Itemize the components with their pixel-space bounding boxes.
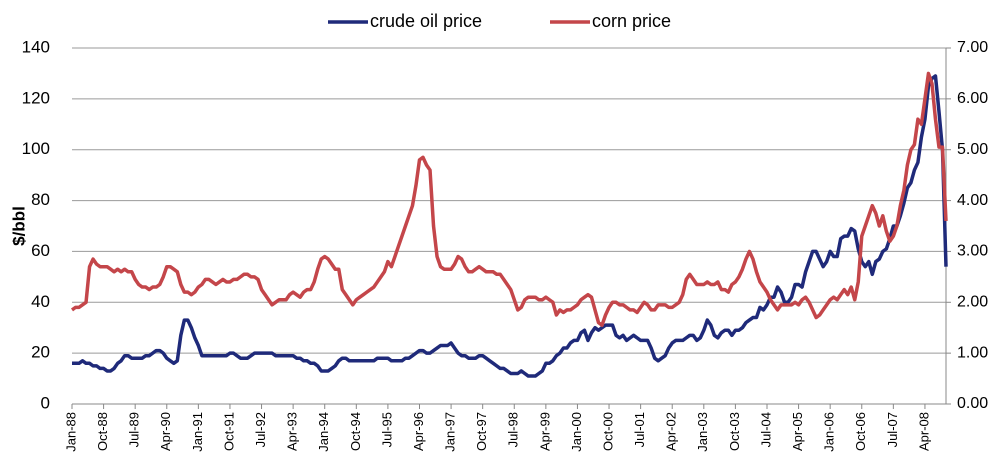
x-tick-label: Apr-02 (664, 412, 679, 451)
y2-tick-label: 5.00 (957, 141, 988, 158)
y-axis-label: $/bbl (9, 206, 28, 246)
x-tick-label: Oct-94 (348, 412, 363, 451)
x-tick-label: Oct-00 (600, 412, 615, 451)
y2-tick-label: 4.00 (957, 192, 988, 209)
x-tick-label: Apr-93 (285, 412, 300, 451)
x-tick-label: Oct-03 (727, 412, 742, 451)
y-tick-label: 140 (22, 37, 50, 56)
x-tick-label: Jul-95 (379, 412, 394, 447)
y-tick-label: 20 (31, 343, 50, 362)
x-tick-label: Apr-05 (790, 412, 805, 451)
x-tick-label: Jul-92 (253, 412, 268, 447)
line-series (72, 74, 948, 378)
y-tick-label: 40 (31, 292, 50, 311)
x-tick-label: Jan-94 (316, 412, 331, 452)
x-tick-label: Jan-06 (822, 412, 837, 452)
x-tick-label: Jul-01 (632, 412, 647, 447)
x-tick-label: Jan-97 (443, 412, 458, 452)
x-tick-label: Jul-98 (506, 412, 521, 447)
x-tick-label: Jul-07 (885, 412, 900, 447)
y2-tick-label: 1.00 (957, 344, 988, 361)
legend-label: crude oil price (370, 11, 482, 31)
y2-tick-label: 0.00 (957, 395, 988, 412)
y-tick-label: 100 (22, 139, 50, 158)
x-tick-label: Apr-08 (916, 412, 931, 451)
x-tick-label: Apr-90 (158, 412, 173, 451)
x-tick-label: Jul-89 (127, 412, 142, 447)
x-tick-label: Apr-99 (537, 412, 552, 451)
x-tick-label: Jan-00 (569, 412, 584, 452)
line-series (70, 71, 948, 327)
x-tick-label: Oct-91 (221, 412, 236, 451)
legend-label: corn price (592, 11, 671, 31)
x-tick-label: Oct-97 (474, 412, 489, 451)
y-tick-label: 80 (31, 190, 50, 209)
x-tick-label: Jan-91 (190, 412, 205, 452)
y2-tick-label: 2.00 (957, 294, 988, 311)
y-tick-label: 120 (22, 88, 50, 107)
x-tick-label: Jan-03 (695, 412, 710, 452)
x-tick-label: Jul-04 (758, 412, 773, 447)
x-tick-label: Apr-96 (411, 412, 426, 451)
y2-tick-label: 6.00 (957, 90, 988, 107)
x-tick-label: Oct-06 (853, 412, 868, 451)
y2-tick-label: 7.00 (957, 39, 988, 56)
x-tick-label: Jan-88 (63, 412, 78, 452)
y-tick-label: 60 (31, 241, 50, 260)
y2-tick-label: 3.00 (957, 243, 988, 260)
x-tick-label: Oct-88 (95, 412, 110, 451)
y-tick-label: 0 (41, 393, 50, 412)
